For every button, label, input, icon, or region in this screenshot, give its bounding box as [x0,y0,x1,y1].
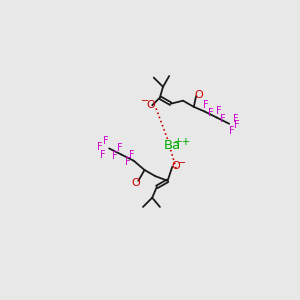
Text: −: − [178,158,186,168]
Text: F: F [220,114,226,124]
Text: F: F [230,127,235,136]
Text: ++: ++ [174,137,192,147]
Text: O: O [131,178,140,188]
Text: −: − [141,96,149,106]
Text: F: F [234,120,240,130]
Text: F: F [117,143,123,153]
Text: F: F [97,142,103,152]
Text: F: F [112,151,118,161]
Text: F: F [103,136,109,146]
Text: F: F [208,108,214,118]
Text: F: F [129,150,135,160]
Text: Ba: Ba [164,139,181,152]
Text: F: F [100,150,106,160]
Text: O: O [146,100,155,110]
Text: F: F [203,100,209,110]
Text: O: O [172,161,181,171]
Text: O: O [195,89,204,100]
Text: F: F [216,106,221,116]
Text: F: F [232,114,238,124]
Text: F: F [125,157,130,167]
